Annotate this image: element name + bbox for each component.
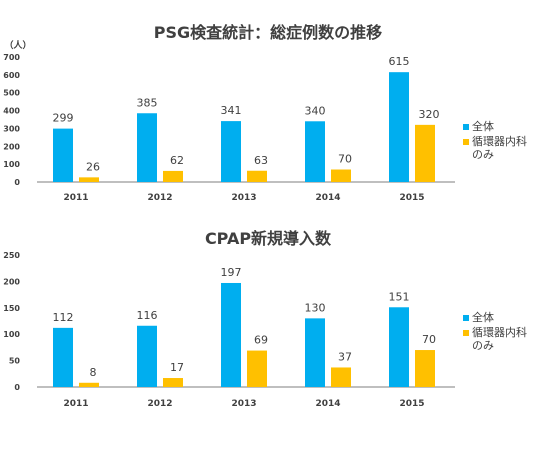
bar-2015-series-2: [415, 124, 435, 182]
x-tick-label: 2011: [63, 399, 88, 409]
bar-2011-series-2: [79, 382, 99, 387]
legend-swatch-all: [463, 124, 469, 130]
legend-label-cardio-2: のみ: [472, 339, 494, 352]
data-label: 320: [419, 108, 440, 121]
bar-2013-series-1: [221, 282, 241, 387]
data-label: 385: [137, 96, 158, 109]
data-label: 69: [254, 334, 268, 347]
bar-2015-series-1: [389, 307, 409, 387]
data-label: 299: [53, 112, 74, 125]
x-tick-label: 2015: [399, 193, 424, 203]
bar-2013-series-2: [247, 170, 267, 182]
data-label: 17: [170, 361, 184, 374]
y-tick-label: 200: [3, 277, 20, 286]
data-label: 70: [422, 333, 436, 346]
bar-2015-series-1: [389, 72, 409, 182]
x-tick-label: 2014: [315, 399, 340, 409]
y-tick-label: 0: [14, 178, 20, 187]
chart-title: CPAP新規導入数: [205, 229, 332, 248]
bar-2013-series-1: [221, 121, 241, 182]
data-label: 112: [53, 311, 74, 324]
bar-2014-series-2: [331, 169, 351, 182]
legend-label-cardio: 循環器内科: [472, 325, 527, 339]
x-tick-label: 2012: [147, 193, 172, 203]
data-label: 37: [338, 350, 352, 363]
data-label: 62: [170, 154, 184, 167]
legend-label-cardio-2: のみ: [472, 148, 494, 161]
data-label: 340: [305, 104, 326, 117]
bar-2014-series-1: [305, 318, 325, 387]
data-label: 130: [305, 301, 326, 314]
data-label: 341: [221, 104, 242, 117]
bar-2011-series-2: [79, 177, 99, 182]
bar-2012-series-2: [163, 170, 183, 182]
x-tick-label: 2011: [63, 193, 88, 203]
data-label: 151: [389, 290, 410, 303]
y-tick-label: 700: [3, 53, 20, 62]
x-tick-label: 2012: [147, 399, 172, 409]
x-tick-label: 2014: [315, 193, 340, 203]
data-label: 26: [86, 160, 100, 173]
data-label: 197: [221, 266, 242, 279]
y-axis-label: （人）: [4, 39, 31, 51]
x-tick-label: 2015: [399, 399, 424, 409]
data-label: 615: [389, 55, 410, 68]
data-label: 70: [338, 153, 352, 166]
data-label: 63: [254, 154, 268, 167]
bar-2015-series-2: [415, 350, 435, 387]
data-label: 8: [90, 366, 97, 379]
bar-2014-series-2: [331, 367, 351, 387]
bar-2013-series-2: [247, 350, 267, 387]
y-tick-label: 400: [3, 107, 20, 116]
bar-2012-series-2: [163, 378, 183, 387]
y-tick-label: 250: [3, 251, 20, 260]
data-label: 116: [137, 309, 158, 322]
y-tick-label: 50: [9, 357, 21, 366]
bar-2014-series-1: [305, 121, 325, 182]
y-tick-label: 600: [3, 71, 20, 80]
bar-2011-series-1: [53, 327, 73, 387]
y-tick-label: 0: [14, 383, 20, 392]
bar-2012-series-1: [137, 113, 157, 182]
legend-swatch-all: [463, 315, 469, 321]
y-tick-label: 100: [3, 160, 20, 169]
bar-2012-series-1: [137, 325, 157, 387]
legend-label-all: 全体: [472, 119, 494, 133]
bar-2011-series-1: [53, 128, 73, 182]
y-tick-label: 500: [3, 89, 20, 98]
y-tick-label: 100: [3, 330, 20, 339]
x-tick-label: 2013: [231, 399, 256, 409]
x-tick-label: 2013: [231, 193, 256, 203]
legend-label-cardio: 循環器内科: [472, 134, 527, 148]
chart-title: PSG検査統計：総症例数の推移: [154, 23, 382, 42]
y-tick-label: 200: [3, 142, 20, 151]
legend-swatch-cardio: [463, 139, 469, 145]
y-tick-label: 150: [3, 304, 20, 313]
legend-swatch-cardio: [463, 330, 469, 336]
legend-label-all: 全体: [472, 310, 494, 324]
y-tick-label: 300: [3, 124, 20, 133]
